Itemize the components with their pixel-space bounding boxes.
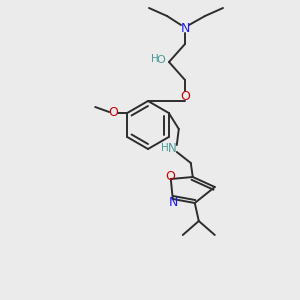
Text: H: H [151, 54, 159, 64]
Text: O: O [165, 170, 175, 184]
Text: O: O [180, 89, 190, 103]
Text: N: N [180, 22, 190, 34]
Text: N: N [169, 196, 178, 208]
Text: N: N [167, 142, 176, 155]
Text: O: O [108, 106, 118, 118]
Text: H: H [161, 143, 169, 153]
Text: O: O [157, 55, 165, 65]
